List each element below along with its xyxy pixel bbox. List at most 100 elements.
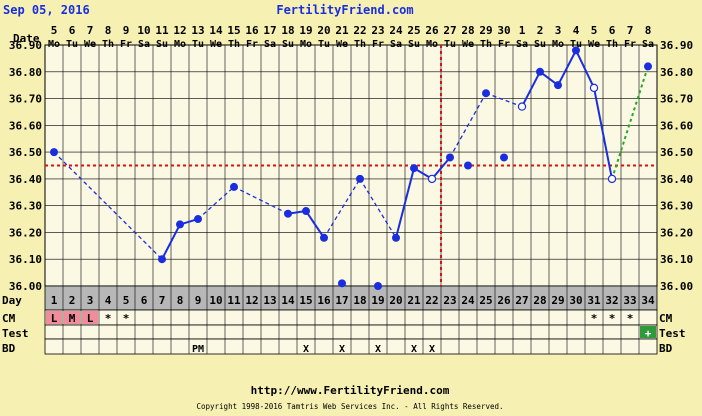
- temperature-point: [284, 209, 292, 218]
- x-date-number: 14: [209, 24, 223, 37]
- x-date-number: 21: [335, 24, 349, 37]
- y-tick-label-right: 36.70: [660, 93, 693, 106]
- temperature-segment: [575, 49, 595, 89]
- projection-segment: [611, 66, 649, 180]
- cm-value: M: [69, 312, 76, 325]
- temperature-point: [392, 233, 400, 242]
- cm-cell-highlight: [64, 311, 80, 324]
- y-tick-label-right: 36.00: [660, 280, 693, 293]
- bd-value: X: [429, 344, 435, 355]
- temperature-point-open: [607, 174, 617, 184]
- test-value: +: [645, 327, 652, 340]
- x-weekday: Th: [102, 39, 114, 50]
- x-date-number: 22: [353, 24, 366, 37]
- temperature-point: [464, 161, 472, 170]
- bottom-data-rows: 1 2 3 4 5 6 7 8 9 10 11 12 13 14 15 16 17 18 19 20 21 22 23 24 2…: [44, 285, 658, 355]
- cycle-day-number: 31: [587, 294, 601, 307]
- x-weekday: Fr: [120, 39, 132, 50]
- cycle-day-number: 23: [443, 294, 456, 307]
- y-tick-label-left: 36.50: [9, 146, 42, 159]
- x-date-number: 19: [299, 24, 312, 37]
- x-weekday: Th: [480, 39, 492, 50]
- cycle-day-number: 28: [533, 294, 546, 307]
- x-weekday: We: [210, 39, 222, 50]
- cycle-day-number: 24: [461, 294, 475, 307]
- cycle-day-number: 4: [105, 294, 112, 307]
- x-weekday: Tu: [570, 39, 582, 50]
- x-weekday: Su: [282, 39, 294, 50]
- y-tick-label-right: 36.50: [660, 146, 693, 159]
- cm-cell-highlight: [82, 311, 98, 324]
- temperature-segment-dashed: [323, 178, 361, 239]
- y-tick-label-left: 36.30: [9, 200, 42, 213]
- x-weekday: We: [588, 39, 600, 50]
- x-weekday: Th: [228, 39, 240, 50]
- temperature-point: [572, 46, 580, 55]
- test-cell-positive: [640, 326, 656, 338]
- x-date-number: 27: [443, 24, 456, 37]
- day-row-label: Day: [2, 294, 22, 307]
- temperature-point: [356, 174, 364, 183]
- temperature-point: [302, 207, 310, 216]
- temperature-point: [500, 153, 508, 162]
- temperature-point: [554, 81, 562, 90]
- cycle-day-number: 2: [69, 294, 76, 307]
- temperature-segment: [431, 156, 451, 180]
- x-weekday: Sa: [264, 39, 276, 50]
- x-weekday: Su: [156, 39, 168, 50]
- cycle-day-number: 15: [299, 294, 312, 307]
- bd-value: X: [339, 344, 345, 355]
- y-tick-label-left: 36.80: [9, 66, 42, 79]
- temperature-segment: [557, 49, 577, 86]
- reference-lines: [45, 45, 657, 286]
- y-tick-label-left: 36.40: [9, 173, 42, 186]
- bd-row-label-left: BD: [2, 342, 16, 355]
- x-date-number: 7: [627, 24, 634, 37]
- cycle-day-number: 22: [425, 294, 438, 307]
- cycle-day-number: 5: [123, 294, 130, 307]
- x-weekday: Mo: [174, 39, 186, 50]
- cycle-day-number: 12: [245, 294, 258, 307]
- x-date-number: 12: [173, 24, 186, 37]
- y-tick-label-left: 36.90: [9, 39, 42, 52]
- cycle-day-number: 18: [353, 294, 366, 307]
- temperature-segment: [521, 71, 541, 108]
- cycle-day-number: 19: [371, 294, 384, 307]
- y-tick-label-right: 36.20: [660, 226, 693, 239]
- temperature-point: [338, 279, 346, 288]
- cycle-day-number: 16: [317, 294, 331, 307]
- temperature-point: [446, 153, 454, 162]
- bd-value: X: [411, 344, 417, 355]
- cm-value: *: [123, 312, 130, 325]
- temperature-point: [176, 220, 184, 229]
- site-name: FertilityFriend.com: [276, 3, 413, 17]
- cm-row-label-left: CM: [2, 312, 16, 325]
- cycle-day-number: 13: [263, 294, 276, 307]
- temperature-segment: [161, 223, 181, 260]
- temperature-point: [320, 233, 328, 242]
- cycle-day-number: 7: [159, 294, 166, 307]
- cycle-day-number: 11: [227, 294, 241, 307]
- temperature-point: [230, 182, 238, 191]
- cm-value: *: [591, 312, 598, 325]
- cycle-day-number: 8: [177, 294, 184, 307]
- x-weekday: Mo: [48, 39, 60, 50]
- cycle-day-number: 32: [605, 294, 618, 307]
- footer-url: http://www.FertilityFriend.com: [251, 384, 450, 397]
- y-tick-labels: 36.00 36.00 36.10 36.10 36.20 36.20 36.30 36.30…: [9, 39, 693, 293]
- bd-row-label-right: BD: [659, 342, 673, 355]
- temperature-segment: [305, 210, 325, 239]
- x-date-number: 26: [425, 24, 439, 37]
- x-weekday: Fr: [498, 39, 510, 50]
- x-weekday: Th: [606, 39, 618, 50]
- bd-value: X: [375, 344, 381, 355]
- x-date-number: 6: [69, 24, 76, 37]
- x-weekday: Su: [408, 39, 420, 50]
- y-tick-label-right: 36.80: [660, 66, 693, 79]
- cycle-day-number: 26: [497, 294, 511, 307]
- x-date-number: 16: [245, 24, 259, 37]
- x-date-number: 1: [519, 24, 526, 37]
- x-date-number: 18: [281, 24, 294, 37]
- y-tick-label-right: 36.30: [660, 200, 693, 213]
